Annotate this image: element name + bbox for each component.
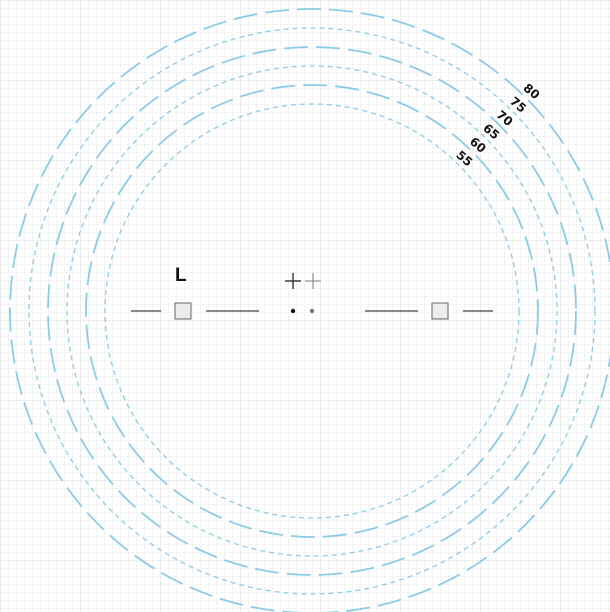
fixation-dot-icon <box>309 308 315 314</box>
left-square-icon <box>174 302 192 320</box>
ring-55 <box>104 103 520 519</box>
ring-80 <box>9 8 610 612</box>
ring-65 <box>66 65 558 557</box>
center-dot-icon <box>290 308 296 314</box>
side-label: L <box>175 265 187 286</box>
ring-75 <box>28 27 596 595</box>
ring-60 <box>85 84 539 538</box>
ring-group <box>9 8 610 612</box>
ring-70 <box>47 46 577 576</box>
right-square-icon <box>431 302 449 320</box>
crosshair-plus-icon <box>285 273 301 289</box>
light-crosshair-plus-icon <box>305 273 321 289</box>
ring-label-80: 80 <box>521 81 543 102</box>
